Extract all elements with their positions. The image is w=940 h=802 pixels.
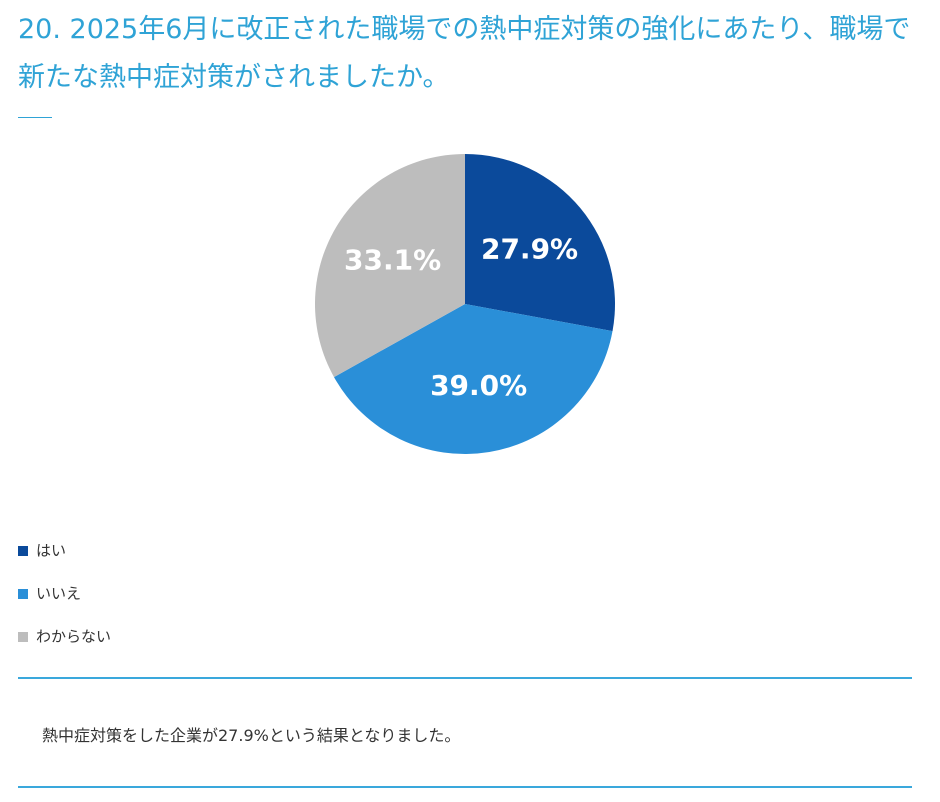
pie-slice (334, 304, 613, 455)
legend-swatch (18, 589, 28, 599)
legend-swatch (18, 632, 28, 642)
summary-text: 熱中症対策をした企業が27.9%という結果となりました。 (42, 726, 461, 745)
data-label: 27.9% (481, 232, 578, 265)
legend-swatch (18, 546, 28, 556)
title-underline (18, 117, 52, 118)
data-label: 33.1% (344, 243, 441, 276)
data-label: 39.0% (430, 369, 527, 402)
divider (18, 786, 912, 788)
legend-label: はい (36, 542, 66, 560)
divider (18, 677, 912, 679)
legend-label: いいえ (36, 585, 81, 603)
legend-label: わからない (36, 628, 111, 646)
chart-title: 20. 2025年6月に改正された職場での熱中症対策の強化にあたり、職場で新たな… (18, 14, 911, 93)
pie-slice (465, 154, 615, 332)
pie-slice (314, 154, 465, 378)
